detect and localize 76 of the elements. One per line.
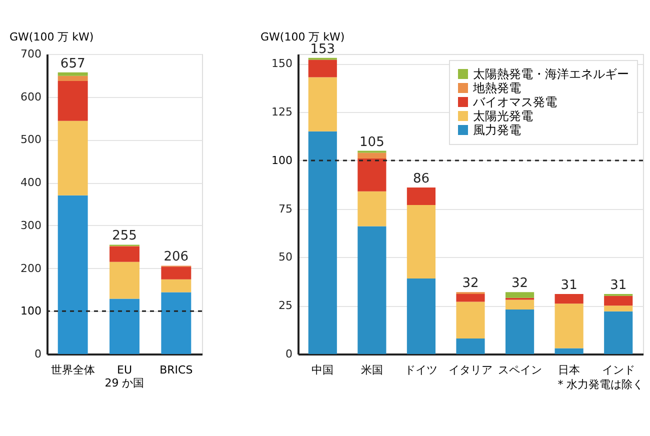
x-tick-label: ドイツ [404, 364, 438, 376]
bar [456, 302, 485, 339]
bar [110, 298, 140, 354]
y-tick-label: 150 [272, 57, 292, 70]
total-label: 206 [164, 250, 189, 265]
y-tick-label: 700 [20, 48, 42, 60]
bar [456, 294, 485, 302]
bar [58, 72, 88, 76]
bar [58, 76, 88, 81]
total-label: 86 [412, 172, 430, 187]
x-tick-label: インド [602, 364, 635, 376]
bar [505, 300, 534, 310]
total-label: 153 [310, 42, 336, 57]
y-axis-title: GW(100 万 kW) [260, 30, 345, 44]
bar [358, 158, 386, 192]
y-tick-label: 300 [20, 218, 42, 232]
x-tick-label: イタリア [448, 364, 492, 376]
total-label: 105 [360, 134, 384, 150]
x-tick-label: スペイン [498, 364, 542, 376]
bar [505, 292, 534, 298]
total-label: 32 [512, 276, 528, 292]
legend-label: 地熱発電 [472, 81, 521, 95]
total-label: 31 [610, 278, 627, 293]
bar [406, 204, 436, 279]
bar [58, 120, 88, 196]
bar [406, 188, 436, 205]
bar [604, 306, 633, 312]
x-tick-label: 世界全体 [50, 364, 95, 376]
bar [554, 304, 584, 348]
y-tick-label: 500 [20, 133, 42, 146]
y-tick-label: 50 [278, 250, 292, 264]
bar [161, 266, 192, 280]
y-tick-label: 0 [34, 348, 42, 360]
bar [358, 226, 386, 354]
text: * 水力発電は除く [558, 378, 644, 391]
bar [110, 262, 140, 299]
bar [604, 296, 633, 306]
legend-label: 太陽光発電 [473, 109, 533, 123]
legend-label: バイオマス発電 [472, 95, 557, 109]
y-axis-title: GW(100 万 kW) [10, 30, 94, 44]
total-label: 32 [462, 276, 479, 292]
y-tick-label: 600 [20, 90, 42, 104]
bar [456, 338, 485, 354]
y-tick-label: 100 [272, 154, 292, 167]
total-label: 31 [560, 278, 578, 293]
y-tick-label: 200 [20, 262, 42, 275]
x-tick-label: EU 29 か国 [104, 364, 144, 390]
bar [308, 60, 337, 78]
x-tick-label: 日本 [558, 364, 580, 376]
y-tick-label: 125 [272, 106, 292, 119]
legend-label: 風力発電 [473, 123, 521, 137]
total-label: 255 [112, 228, 137, 244]
bar [161, 279, 192, 292]
bar [308, 131, 337, 354]
bar [358, 191, 386, 226]
x-tick-label: 米国 [360, 364, 383, 376]
bar [554, 348, 584, 354]
x-tick-label: BRICS [160, 364, 193, 376]
y-tick-label: 25 [278, 299, 292, 312]
bar [604, 311, 633, 354]
y-tick-label: 100 [20, 304, 42, 318]
bar [358, 152, 386, 159]
bar [554, 294, 584, 304]
y-tick-label: 75 [278, 202, 292, 216]
bar [58, 81, 88, 121]
bar [110, 246, 140, 262]
y-tick-label: 400 [20, 176, 42, 190]
bar [505, 309, 534, 354]
bar [161, 292, 192, 354]
bar [58, 195, 88, 354]
bar [308, 77, 337, 132]
bar [406, 278, 436, 354]
y-tick-label: 0 [286, 348, 292, 360]
total-label: 657 [60, 56, 86, 72]
x-tick-label: 中国 [312, 364, 334, 376]
legend-label: 太陽熱発電・海洋エネルギー [473, 67, 629, 81]
